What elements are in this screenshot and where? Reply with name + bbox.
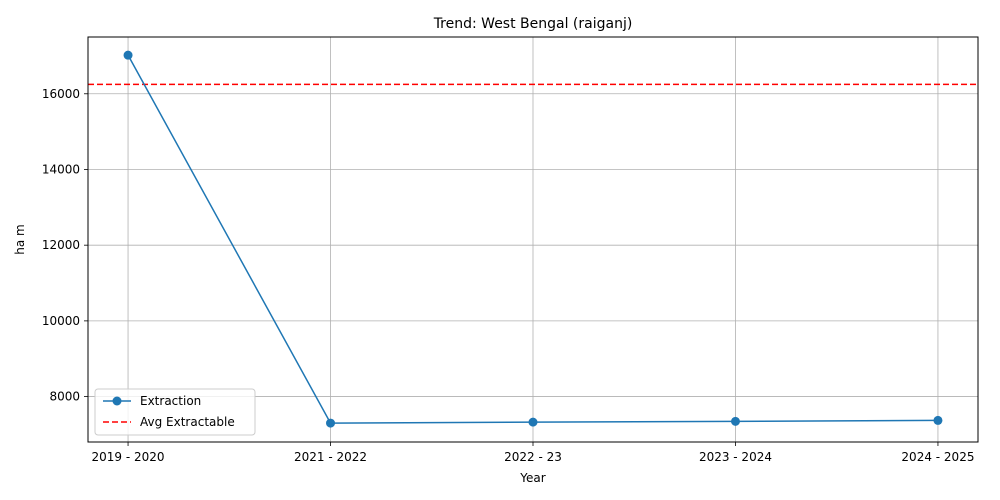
x-tick-label: 2019 - 2020 <box>92 450 165 464</box>
y-tick-label: 14000 <box>42 162 80 176</box>
gridlines <box>88 37 978 442</box>
x-axis: 2019 - 2020 2021 - 2022 2022 - 23 2023 - 20… <box>92 442 974 464</box>
y-tick-label: 12000 <box>42 238 80 252</box>
legend: Extraction Avg Extractable <box>94 388 256 436</box>
x-tick-label: 2022 - 23 <box>504 450 562 464</box>
extraction-point <box>730 416 740 426</box>
y-tick-label: 10000 <box>42 314 80 328</box>
extraction-point <box>123 50 133 60</box>
legend-box <box>94 388 256 436</box>
x-tick-label: 2024 - 2025 <box>901 450 974 464</box>
y-axis-label: ha m <box>13 224 27 254</box>
chart-title: Trend: West Bengal (raiganj) <box>433 16 633 32</box>
legend-label-extraction: Extraction <box>140 394 201 408</box>
y-tick-label: 16000 <box>42 87 80 101</box>
x-tick-label: 2021 - 2022 <box>294 450 367 464</box>
plot-area <box>88 50 978 428</box>
extraction-point <box>326 418 336 428</box>
extraction-point <box>933 415 943 425</box>
extraction-point <box>528 417 538 427</box>
x-tick-label: 2023 - 2024 <box>699 450 772 464</box>
x-axis-label: Year <box>519 471 545 485</box>
y-axis: 8000 10000 12000 14000 16000 <box>42 87 88 404</box>
legend-marker-extraction <box>112 396 122 406</box>
y-tick-label: 8000 <box>49 390 80 404</box>
legend-label-avg-extractable: Avg Extractable <box>140 415 235 429</box>
